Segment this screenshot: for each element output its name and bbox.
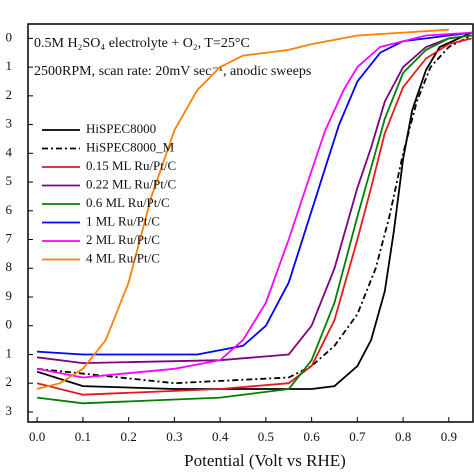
legend-label: 2 ML Ru/Pt/C xyxy=(86,232,160,247)
legend-label: 1 ML Ru/Pt/C xyxy=(86,213,160,228)
x-tick-label: 0.7 xyxy=(349,429,366,444)
x-tick-label: 0.6 xyxy=(303,429,320,444)
series-line xyxy=(36,31,473,390)
annotation: 2500RPM, scan rate: 20mV sec⁻¹, anodic s… xyxy=(34,64,311,79)
y-tick-label: 5 xyxy=(6,173,13,188)
x-tick-label: 0.0 xyxy=(29,429,45,444)
y-tick-label: 1 xyxy=(6,345,13,360)
series-line xyxy=(36,34,472,405)
legend-label: 0.22 ML Ru/Pt/C xyxy=(86,176,176,191)
y-tick-label: 0 xyxy=(6,29,13,44)
series-line xyxy=(36,37,472,396)
legend-label: 4 ML Ru/Pt/C xyxy=(86,250,160,265)
legend-label: 0.6 ML Ru/Pt/C xyxy=(86,195,170,210)
plot-frame xyxy=(27,23,474,423)
x-tick-label: 0.8 xyxy=(395,429,411,444)
y-tick-label: 4 xyxy=(6,144,13,159)
y-tick-label: 2 xyxy=(6,87,13,102)
y-tick-label: 0 xyxy=(6,317,13,332)
series-line xyxy=(37,31,472,356)
x-tick-label: 0.1 xyxy=(75,429,91,444)
y-tick-label: 7 xyxy=(6,231,13,246)
x-tick-label: 0.2 xyxy=(121,429,137,444)
legend-label: HiSPEC8000 xyxy=(86,121,156,136)
y-tick-label: 8 xyxy=(6,259,13,274)
series-line xyxy=(36,31,472,379)
x-tick-label: 0.3 xyxy=(166,429,182,444)
y-tick-label: 3 xyxy=(6,403,13,418)
x-tick-label: 0.5 xyxy=(258,429,274,444)
annotation: 0.5M H₂SO₄ electrolyte + O₂, T=25°C xyxy=(34,36,250,51)
y-tick-label: 3 xyxy=(6,116,13,131)
series-line xyxy=(36,28,449,390)
x-tick-label: 0.4 xyxy=(212,429,229,444)
y-tick-label: 1 xyxy=(6,58,13,73)
y-tick-label: 9 xyxy=(6,288,13,303)
x-tick-label: 0.9 xyxy=(441,429,457,444)
x-axis-label: Potential (Volt vs RHE) xyxy=(184,451,346,470)
y-tick-label: 6 xyxy=(6,202,13,217)
y-tick-label: 2 xyxy=(6,374,13,389)
legend-label: HiSPEC8000_M xyxy=(86,139,175,154)
series-line xyxy=(37,34,473,385)
legend-label: 0.15 ML Ru/Pt/C xyxy=(86,158,176,173)
